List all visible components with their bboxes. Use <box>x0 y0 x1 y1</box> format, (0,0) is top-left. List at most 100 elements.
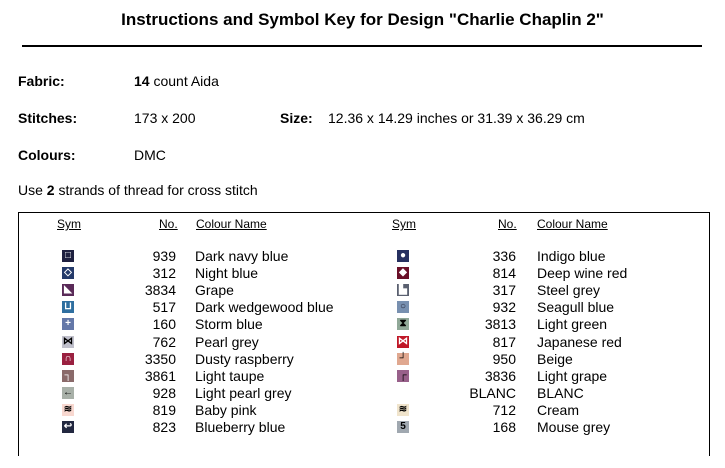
colour-name: Night blue <box>195 265 259 282</box>
table-row: ┌ 3836 Light grape <box>0 368 725 385</box>
dmc-number: 3813 <box>484 316 516 333</box>
dmc-number: 168 <box>492 419 516 435</box>
table-row: ◆ 814 Deep wine red <box>0 265 725 282</box>
symbol-icon: 5 <box>397 421 409 433</box>
table-row: BLANC BLANC <box>0 385 725 402</box>
dmc-number: 939 <box>152 248 176 264</box>
dmc-number: 160 <box>152 316 176 333</box>
colour-name: Japanese red <box>537 333 622 350</box>
fabric-rest: count Aida <box>149 73 219 89</box>
header-no-left: No. <box>159 217 178 231</box>
colour-name: Steel grey <box>537 282 601 299</box>
table-row: ◣ 3834 Grape <box>0 282 725 299</box>
dmc-number: 3834 <box>144 282 176 299</box>
stitches-value: 173 x 200 <box>134 110 196 126</box>
divider <box>22 45 702 47</box>
stitches-label: Stitches: <box>18 110 78 126</box>
colour-name: Grape <box>195 282 234 299</box>
symbol-icon: ┘ <box>397 352 409 365</box>
symbol-icon: ┐ <box>62 369 74 382</box>
symbol-icon: ⋈ <box>397 335 409 348</box>
colours-label: Colours: <box>18 147 76 163</box>
strands-instruction: Use 2 strands of thread for cross stitch <box>18 182 258 198</box>
colour-name: Seagull blue <box>537 299 615 316</box>
table-row: ┘ 950 Beige <box>0 351 725 368</box>
dmc-number: 762 <box>152 333 176 350</box>
symbol-icon: ≋ <box>397 403 409 416</box>
table-row: ≋ 819 Baby pink <box>0 402 725 419</box>
fabric-label: Fabric: <box>18 73 65 89</box>
table-row: ◇ 312 Night blue <box>0 265 725 282</box>
table-row: ⧗ 3813 Light green <box>0 316 725 333</box>
table-row: ← 928 Light pearl grey <box>0 385 725 402</box>
dmc-number: 317 <box>492 282 516 299</box>
size-value: 12.36 x 14.29 inches or 31.39 x 36.29 cm <box>328 110 585 126</box>
table-row: ⋈ 817 Japanese red <box>0 334 725 351</box>
table-row: ⊔ 517 Dark wedgewood blue <box>0 299 725 316</box>
header-name-right: Colour Name <box>537 217 608 231</box>
dmc-number: 3836 <box>484 367 516 384</box>
colour-name: Cream <box>537 401 580 418</box>
table-row: ↩ 823 Blueberry blue <box>0 419 725 436</box>
dmc-number: 312 <box>152 265 176 282</box>
colour-name: Light grape <box>537 367 608 384</box>
colours-value: DMC <box>134 147 166 163</box>
colour-name: Dusty raspberry <box>195 350 294 367</box>
colour-name: Mouse grey <box>537 419 611 435</box>
dmc-number: 817 <box>492 333 516 350</box>
colour-name: Dark navy blue <box>195 248 289 264</box>
symbol-icon: ▙ <box>397 284 409 297</box>
symbol-icon: + <box>62 318 74 331</box>
colour-name: Light taupe <box>195 367 265 384</box>
dmc-number: 814 <box>492 265 516 282</box>
symbol-icon: ⊔ <box>62 301 74 314</box>
dmc-number: 950 <box>492 350 516 367</box>
colour-name: Storm blue <box>195 316 263 333</box>
colour-name: Pearl grey <box>195 333 259 350</box>
dmc-number: 819 <box>152 401 176 418</box>
fabric-value: 14 count Aida <box>134 73 219 89</box>
table-row: 5 168 Mouse grey <box>0 419 725 436</box>
colour-name: Light pearl grey <box>195 384 292 401</box>
dmc-number: 336 <box>492 248 516 264</box>
colour-name: Light green <box>537 316 608 333</box>
dmc-number: 932 <box>492 299 516 316</box>
symbol-icon: ⋈ <box>62 335 74 348</box>
symbol-icon: ⧗ <box>397 318 409 331</box>
size-label: Size: <box>280 110 313 126</box>
dmc-number: 712 <box>492 401 516 418</box>
table-row: ┐ 3861 Light taupe <box>0 368 725 385</box>
colour-name: BLANC <box>537 384 584 401</box>
colour-name: Beige <box>537 350 573 367</box>
colour-name: Deep wine red <box>537 265 628 282</box>
symbol-key-table <box>18 212 710 456</box>
symbol-icon: ← <box>62 386 74 399</box>
symbol-icon: ◇ <box>62 267 74 280</box>
symbol-icon: ○ <box>397 301 409 314</box>
dmc-number: BLANC <box>469 384 516 401</box>
strands-post: strands of thread for cross stitch <box>54 182 258 198</box>
dmc-number: 823 <box>152 419 176 435</box>
colour-name: Indigo blue <box>537 248 606 264</box>
symbol-icon: □ <box>62 250 74 262</box>
header-sym-left: Sym <box>57 217 81 231</box>
colour-name: Blueberry blue <box>195 419 286 435</box>
table-row: ○ 932 Seagull blue <box>0 299 725 316</box>
dmc-number: 3861 <box>144 367 176 384</box>
symbol-icon: ◆ <box>397 267 409 280</box>
table-row: ∩ 3350 Dusty raspberry <box>0 351 725 368</box>
dmc-number: 3350 <box>144 350 176 367</box>
table-row: ⋈ 762 Pearl grey <box>0 334 725 351</box>
colour-name: Dark wedgewood blue <box>195 299 334 316</box>
dmc-number: 517 <box>152 299 176 316</box>
table-row: +160 Storm blue <box>0 316 725 333</box>
symbol-icon: ↩ <box>62 421 74 433</box>
symbol-icon: ● <box>397 250 409 262</box>
page-title: Instructions and Symbol Key for Design "… <box>121 10 604 29</box>
strands-count: 2 <box>46 182 55 198</box>
strands-pre: Use <box>18 182 47 198</box>
dmc-number: 928 <box>152 384 176 401</box>
table-row: ≋ 712 Cream <box>0 402 725 419</box>
header-sym-right: Sym <box>392 217 416 231</box>
header-name-left: Colour Name <box>196 217 267 231</box>
